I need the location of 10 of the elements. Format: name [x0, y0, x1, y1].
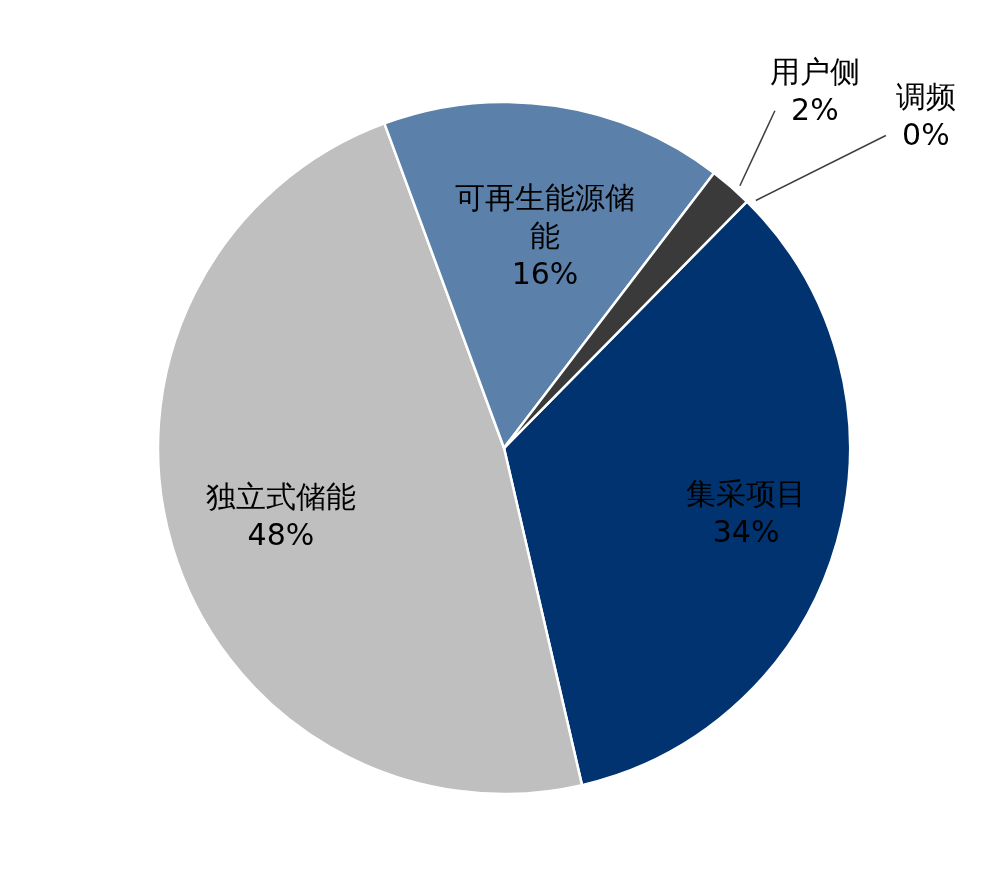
text: 0%	[902, 116, 950, 152]
data-label: 16%	[511, 255, 579, 291]
slice-label: 可再生能源储能	[454, 179, 635, 253]
data-label: 48%	[247, 517, 315, 553]
category-label: 调频	[895, 78, 956, 114]
data-label: 34%	[712, 513, 780, 549]
slice-label: 独立式储能	[205, 479, 356, 515]
slice-label: 集采项目	[686, 475, 807, 511]
data-label: 2%	[791, 91, 839, 127]
slice-label: 用户侧	[769, 53, 860, 89]
